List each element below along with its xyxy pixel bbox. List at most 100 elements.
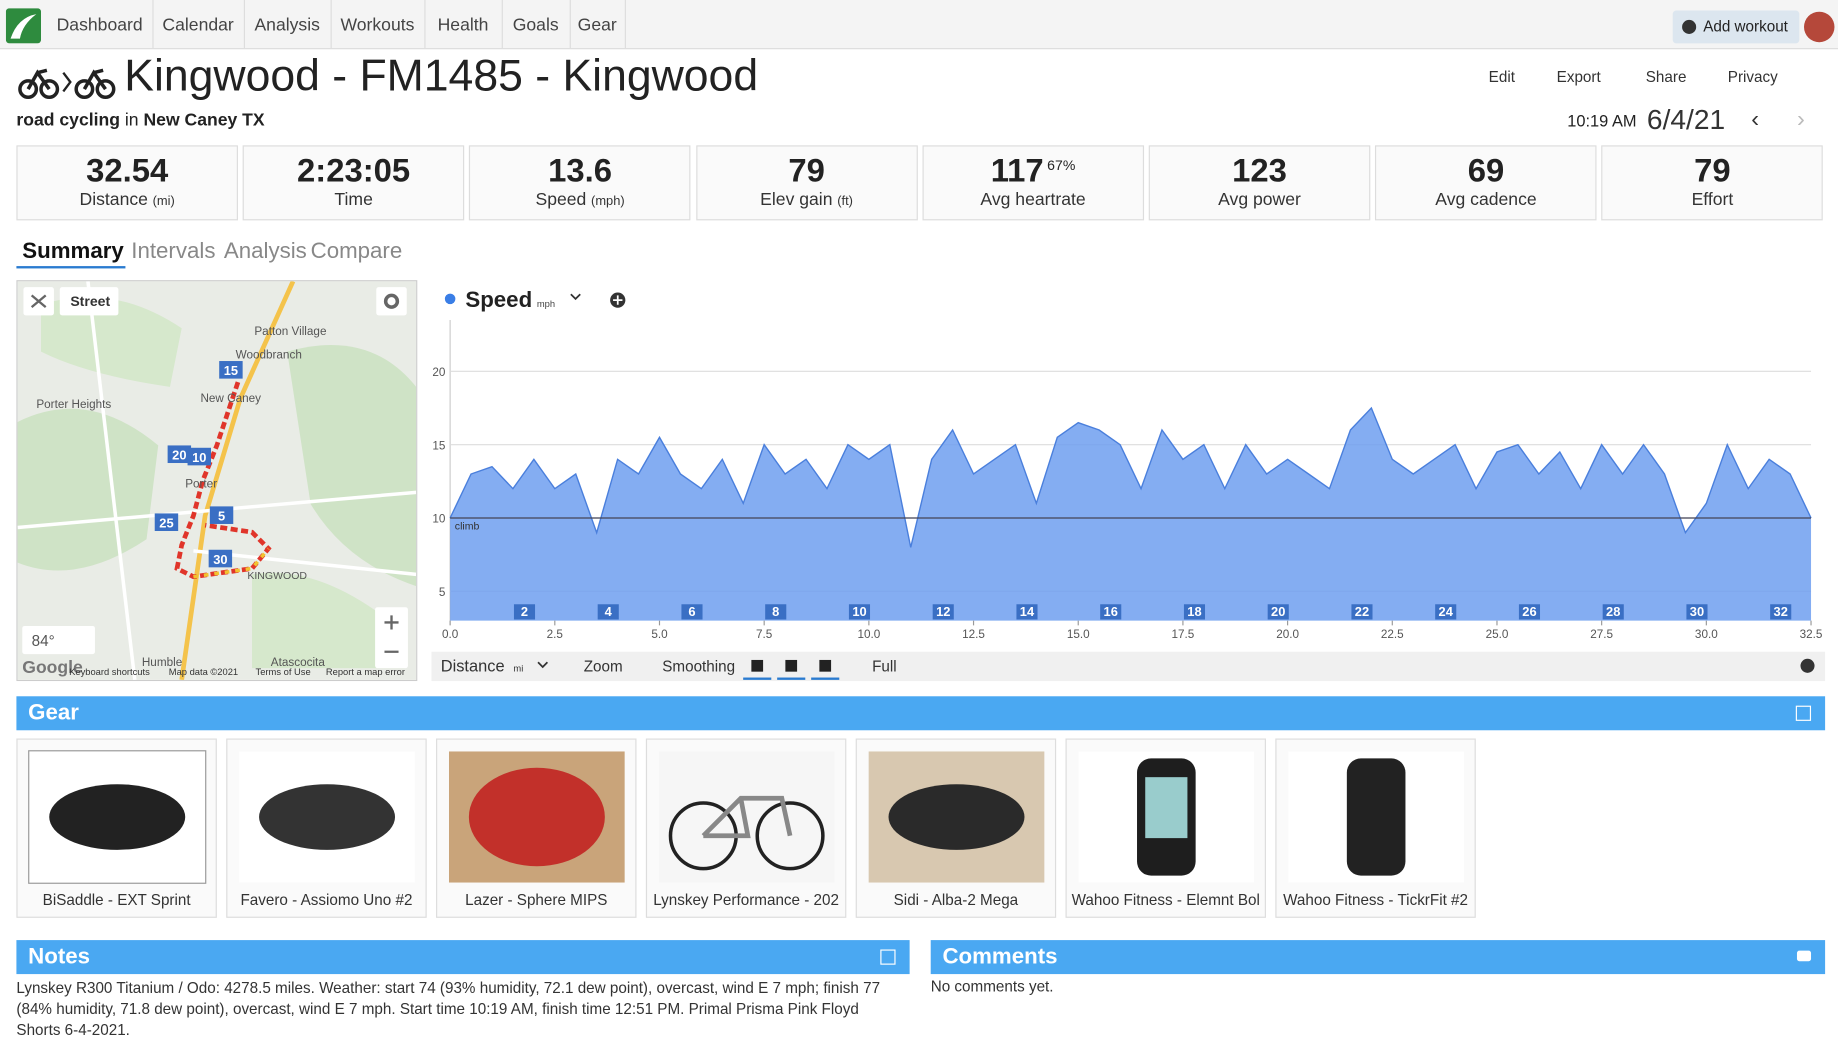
stat-label-text: Effort <box>1691 189 1734 210</box>
next-arrow[interactable]: › <box>1796 106 1805 133</box>
tab[interactable]: Analysis <box>223 239 307 264</box>
notes-header: Notes <box>16 940 910 975</box>
lap-marker <box>1351 604 1373 620</box>
lap-label: 28 <box>1606 604 1620 619</box>
x-tick-label: 10.0 <box>857 628 880 641</box>
stat-number: 13.6 <box>548 152 613 189</box>
lap-marker <box>513 604 536 620</box>
map-place: Porter Heights <box>36 398 111 411</box>
header-action[interactable]: Export <box>1556 67 1601 86</box>
workout-title: Kingwood - FM1485 - Kingwood <box>124 51 759 101</box>
nav-item[interactable]: Health <box>424 0 503 49</box>
view-toggle-icon <box>785 659 798 672</box>
gear-card[interactable]: Sidi - Alba-2 Mega <box>855 738 1057 918</box>
map-footer: Google <box>22 657 83 677</box>
gear-image <box>868 751 1045 883</box>
lap-label: 12 <box>936 604 950 619</box>
lap-marker <box>1183 604 1206 620</box>
map-place: Porter <box>185 478 217 491</box>
nav-item[interactable]: Goals <box>502 0 571 49</box>
stat-label-text: Elev gain <box>760 189 833 210</box>
x-tick-label: 17.5 <box>1172 628 1195 641</box>
gear-image <box>239 751 415 883</box>
stat-value: 69 <box>1376 152 1595 190</box>
stat-value: 32.54 <box>18 152 237 190</box>
header-action[interactable]: Share <box>1645 67 1687 86</box>
gear-edit-icon[interactable] <box>1795 705 1812 721</box>
chart-title: Speed <box>465 287 532 312</box>
stat-value: 13.6 <box>471 152 690 190</box>
map-layer-button: Street <box>70 293 110 309</box>
tab[interactable]: Intervals <box>131 239 216 264</box>
tab[interactable]: Summary <box>22 239 124 264</box>
gear-card[interactable]: BiSaddle - EXT Sprint <box>16 738 217 918</box>
stat-label-text: Avg power <box>1218 189 1301 210</box>
lap-label: 32 <box>1774 604 1788 619</box>
notes-edit-icon[interactable] <box>880 949 896 965</box>
close-chart <box>1800 658 1815 673</box>
workout-date: 6/4/21 <box>1646 104 1726 136</box>
stat-label: Speed (mph) <box>471 190 690 210</box>
lap-marker <box>932 604 954 620</box>
nav-item[interactable]: Gear <box>570 0 626 49</box>
nav-item[interactable]: Analysis <box>244 0 332 49</box>
stat-number: 32.54 <box>86 152 169 189</box>
x-tick-label: 2.5 <box>547 628 564 641</box>
notes-text: Lynskey R300 Titanium / Odo: 4278.5 mile… <box>16 978 881 1039</box>
gear-card[interactable]: Wahoo Fitness - Elemnt Bol <box>1065 738 1266 918</box>
avatar[interactable] <box>1804 11 1835 43</box>
stat-box: 123 Avg power <box>1148 145 1371 221</box>
gear-card[interactable]: Wahoo Fitness - TickrFit #2 <box>1275 738 1476 918</box>
stat-value: 79 <box>1603 152 1822 190</box>
lap-marker <box>1100 604 1122 620</box>
view-toggle-underline <box>811 677 840 680</box>
map-place: Patton Village <box>254 325 326 338</box>
map-marker <box>208 549 233 568</box>
logo[interactable] <box>5 8 42 44</box>
gear-image <box>1078 751 1255 883</box>
map[interactable]: Patton Village Woodbranch Porter Heights Ne… <box>16 280 418 682</box>
gear-card[interactable]: Lazer - Sphere MIPS <box>436 738 637 918</box>
nav-item[interactable]: Calendar <box>152 0 245 49</box>
gear-header: Gear <box>16 696 1826 731</box>
comments-header: Comments <box>930 940 1826 975</box>
lap-marker <box>1267 604 1289 620</box>
stat-unit: (mph) <box>591 194 625 209</box>
map-marker <box>154 513 179 532</box>
map-place: Humble <box>142 656 182 669</box>
x-tick-label: 25.0 <box>1486 628 1509 641</box>
stat-box: 79 Effort <box>1601 145 1824 221</box>
header-action[interactable]: Privacy <box>1727 67 1778 86</box>
stat-number: 69 <box>1467 152 1505 189</box>
lap-marker <box>848 604 871 620</box>
gear-image <box>448 751 625 883</box>
stat-label: Time <box>244 190 463 210</box>
prev-arrow[interactable]: ‹ <box>1751 106 1760 133</box>
lap-label: 14 <box>1020 604 1035 619</box>
lap-label: 20 <box>1271 604 1285 619</box>
header-action[interactable]: Edit <box>1488 67 1515 86</box>
x-tick-label: 15.0 <box>1067 628 1090 641</box>
stat-value: 123 <box>1150 152 1369 190</box>
lap-marker <box>1435 604 1457 620</box>
stat-number: 2:23:05 <box>297 152 411 189</box>
map-marker-label: 30 <box>213 552 227 567</box>
chart-unit: mph <box>537 299 555 309</box>
stat-number: 123 <box>1232 152 1287 189</box>
stat-label-text: Distance <box>79 189 148 210</box>
gear-name: Favero - Assiomo Uno #2 <box>240 890 413 909</box>
speed-line <box>449 406 1812 548</box>
x-tick-label: 20.0 <box>1276 628 1299 641</box>
comment-icon[interactable] <box>1796 950 1812 962</box>
stat-label: Distance (mi) <box>18 190 237 210</box>
nav-item[interactable]: Workouts <box>331 0 426 49</box>
stat-label-text: Avg cadence <box>1435 189 1537 210</box>
gear-card[interactable]: Favero - Assiomo Uno #2 <box>226 738 427 918</box>
tab[interactable]: Compare <box>310 239 403 264</box>
location: New Caney TX <box>143 110 265 131</box>
add-workout-button[interactable]: Add workout <box>1672 10 1800 44</box>
chart-controls <box>431 651 1826 682</box>
gear-name: Lazer - Sphere MIPS <box>465 890 608 909</box>
gear-card[interactable]: Lynskey Performance - 202 <box>645 738 847 918</box>
nav-item[interactable]: Dashboard <box>47 0 154 49</box>
